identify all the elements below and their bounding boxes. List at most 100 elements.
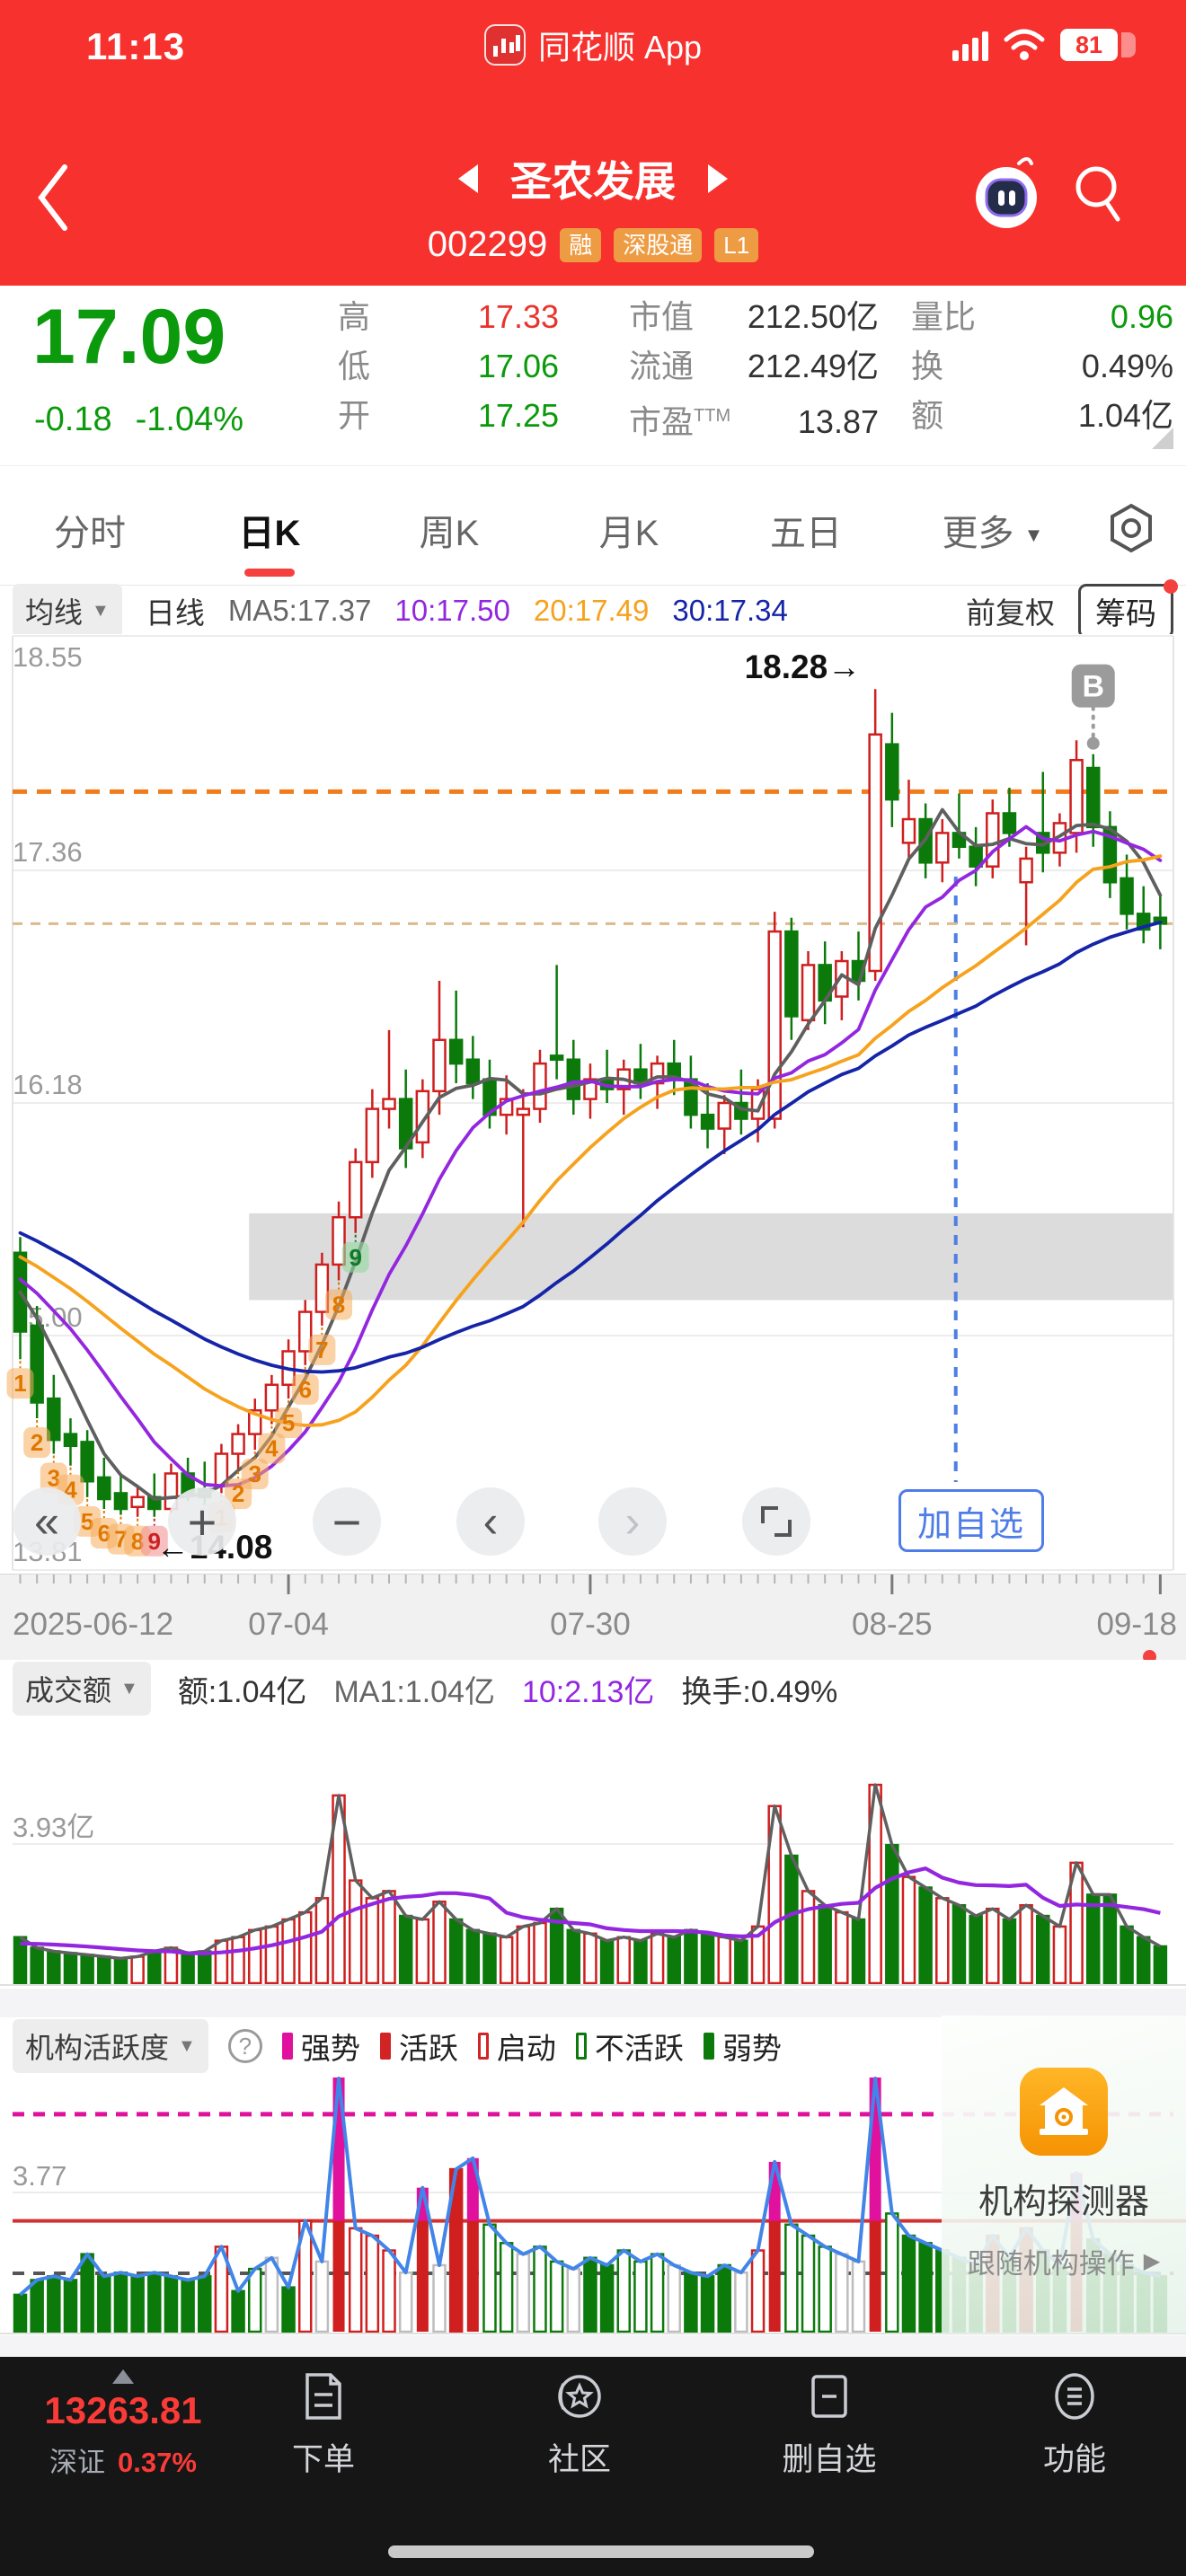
tab-minute[interactable]: 分时 [54, 514, 126, 553]
x-axis-label: 08-25 [852, 1607, 933, 1642]
ma20-value: 20:17.49 [533, 594, 650, 627]
svg-text:9: 9 [148, 1528, 161, 1555]
zoom-out-button[interactable]: − [313, 1487, 381, 1556]
tab-daily[interactable]: 日K [238, 514, 301, 553]
legend-launch: 启动 [477, 2025, 556, 2068]
help-icon[interactable]: ? [227, 2029, 262, 2063]
ma10-value: 10:17.50 [394, 594, 510, 627]
badge-level: L1 [714, 227, 759, 262]
svg-text:7: 7 [114, 1526, 127, 1553]
svg-text:5: 5 [81, 1508, 93, 1535]
quote-low: 低 17.06 [338, 348, 559, 384]
stock-name: 圣农发展 [510, 158, 676, 205]
svg-text:6: 6 [298, 1376, 311, 1403]
pan-left-button[interactable]: ‹ [456, 1487, 525, 1556]
zoom-in-button[interactable]: + [168, 1487, 236, 1556]
index-name-change: 深证 0.37% [49, 2447, 197, 2478]
detector-title: 机构探测器 [978, 2183, 1149, 2221]
svg-text:3.93亿: 3.93亿 [13, 1812, 94, 1843]
ma-info-bar: 均线 ▼ 日线 MA5:17.37 10:17.50 20:17.49 30:17… [0, 578, 1186, 639]
bottom-divider [0, 2335, 1186, 2357]
prev-stock-button[interactable] [458, 164, 478, 193]
svg-text:5: 5 [282, 1409, 295, 1436]
tab-fiveday[interactable]: 五日 [770, 514, 842, 553]
status-time: 11:13 [86, 25, 186, 67]
back-button[interactable] [27, 153, 81, 243]
svg-text:3: 3 [249, 1460, 261, 1487]
fullscreen-button[interactable] [742, 1487, 810, 1556]
ai-robot-button[interactable] [969, 151, 1044, 234]
adjust-mode-button[interactable]: 前复权 [966, 596, 1055, 630]
detector-subtitle[interactable]: 跟随机构操作 ▶ [967, 2248, 1161, 2280]
functions-icon [1055, 2373, 1094, 2420]
svg-text:6: 6 [98, 1520, 111, 1547]
price-change: -0.18 -1.04% [34, 401, 244, 438]
ma30-value: 30:17.34 [672, 594, 788, 627]
ma-dropdown[interactable]: 均线 ▼ [13, 584, 122, 638]
app-icon [483, 24, 526, 66]
nav-remove-watchlist[interactable]: 删自选 [757, 2371, 901, 2480]
battery-icon: 81 [1060, 29, 1136, 61]
quote-turnover: 换 0.49% [911, 348, 1173, 384]
svg-text:7: 7 [315, 1337, 328, 1363]
institution-indicator-dropdown[interactable]: 机构活跃度 ▼ [13, 2019, 208, 2073]
period-tabs: 分时 日K 周K 月K 五日 更多 ▼ [0, 465, 1186, 586]
order-icon [305, 2373, 341, 2420]
next-stock-button[interactable] [708, 164, 728, 193]
search-icon[interactable] [1067, 158, 1130, 228]
volume-indicator-dropdown[interactable]: 成交额 ▼ [13, 1662, 151, 1716]
chart-settings-icon[interactable] [1103, 500, 1159, 556]
chips-distribution-button[interactable]: 筹码 [1078, 578, 1178, 639]
svg-text:3: 3 [48, 1465, 60, 1492]
quote-volratio: 量比 0.96 [911, 298, 1173, 335]
svg-text:2: 2 [232, 1480, 244, 1507]
nav-place-order[interactable]: 下单 [252, 2371, 395, 2480]
legend-inactive: 不活跃 [575, 2025, 684, 2068]
date-axis: 2025-06-12 07-04 07-30 08-25 09-18 [0, 1574, 1186, 1663]
last-price: 17.09 [32, 294, 226, 380]
stock-code: 002299 [427, 225, 548, 264]
detector-house-icon [1020, 2068, 1108, 2156]
home-indicator[interactable] [388, 2545, 814, 2558]
legend-active: 活跃 [379, 2025, 458, 2068]
tab-monthly[interactable]: 月K [598, 514, 659, 553]
svg-text:4: 4 [265, 1435, 279, 1462]
community-icon [558, 2375, 601, 2418]
pan-right-button[interactable]: › [598, 1487, 667, 1556]
status-app-label[interactable]: 同花顺 App [537, 29, 703, 66]
volume-chart[interactable]: 3.93亿 [0, 1719, 1186, 1989]
chevron-right-icon: ▶ [1143, 2249, 1161, 2273]
x-axis-label: 2025-06-12 [13, 1607, 174, 1642]
kline-chart[interactable]: 18.5517.3616.1815.0013.81123456789123456… [0, 634, 1186, 1574]
svg-text:16.18: 16.18 [13, 1069, 83, 1100]
quote-high: 高 17.33 [338, 298, 559, 335]
add-watchlist-button[interactable]: 加自选 [898, 1489, 1044, 1552]
index-up-arrow-icon [112, 2369, 134, 2384]
volume-amount: 额:1.04亿 [177, 1674, 307, 1709]
nav-functions[interactable]: 功能 [1003, 2371, 1146, 2480]
badge-szconnect: 深股通 [614, 227, 703, 262]
top-red-area: 11:13 同花顺 App 81 圣农发展 002299 融 [0, 0, 1186, 286]
badge-margin: 融 [560, 227, 602, 262]
volume-ma10: 10:2.13亿 [521, 1674, 655, 1709]
nav-community[interactable]: 社区 [508, 2371, 651, 2480]
minus-square-icon [811, 2375, 847, 2418]
volume-ma1: MA1:1.04亿 [333, 1674, 495, 1709]
index-quote-button[interactable]: 13263.81 深证 0.37% [20, 2369, 226, 2480]
expand-quote-icon[interactable] [1152, 428, 1173, 449]
x-axis-label: 09-18 [1096, 1607, 1177, 1642]
x-axis-label: 07-04 [248, 1607, 329, 1642]
ma5-value: MA5:17.37 [227, 594, 372, 627]
x-axis-label: 07-30 [550, 1607, 631, 1642]
tab-weekly[interactable]: 周K [419, 514, 480, 553]
institution-detector-promo[interactable]: 机构探测器 跟随机构操作 ▶ [942, 2016, 1186, 2333]
svg-text:9: 9 [349, 1244, 361, 1271]
volume-info-bar: 成交额 ▼ 额:1.04亿 MA1:1.04亿 10:2.13亿 换手:0.49% [0, 1660, 1186, 1717]
quote-panel[interactable]: 17.09 -0.18 -1.04% 高 17.33 低 17.06 开 17.25 市… [0, 286, 1186, 465]
legend-weak: 弱势 [703, 2025, 782, 2068]
svg-text:2: 2 [31, 1429, 43, 1456]
fast-rewind-button[interactable]: « [13, 1487, 81, 1556]
tab-more[interactable]: 更多 ▼ [942, 514, 1044, 553]
quote-float: 流通 212.49亿 [629, 348, 879, 384]
